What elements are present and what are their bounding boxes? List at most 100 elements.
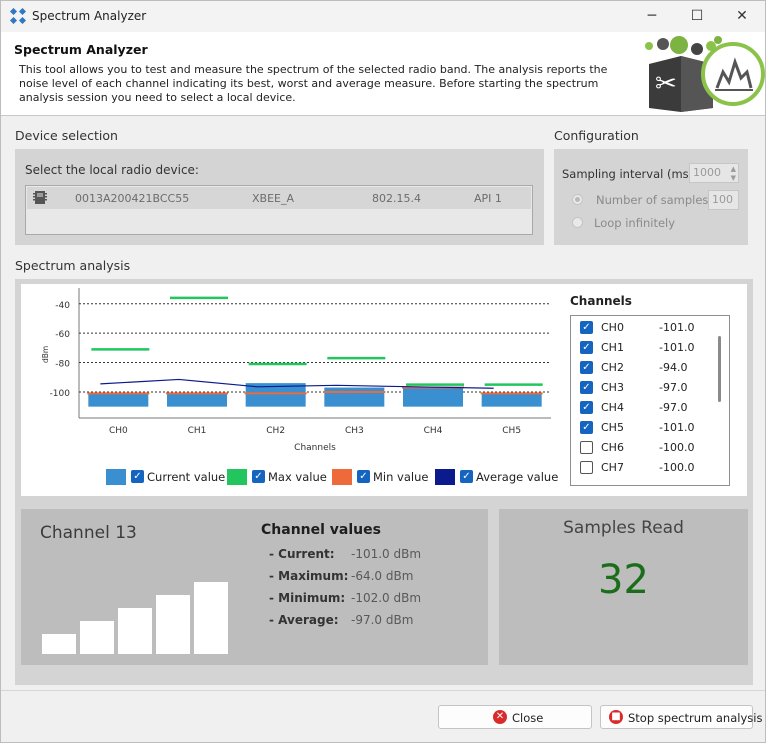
signal-bar-2 [80,621,114,654]
close-icon: ✕ [493,710,507,724]
current-label: - Current: [269,547,335,561]
x-tick-label: CH4 [424,426,443,436]
x-tick-label: CH1 [188,426,207,436]
channel-checkbox[interactable]: ✓ [580,361,593,374]
footer-separator [1,690,765,691]
channel-row-ch4[interactable]: ✓ CH4 -97.0 [580,398,720,418]
channel-row-ch6[interactable]: CH6 -100.0 [580,438,720,458]
legend-max-checkbox[interactable]: ✓ [252,470,265,483]
number-of-samples-value: 100 [712,193,733,206]
channel-name: CH0 [601,321,624,334]
legend-min: ✓ Min value [332,469,432,485]
number-of-samples-input[interactable]: 100 [708,190,739,210]
legend-current-label: Current value [147,470,226,484]
legend-current: ✓ Current value [106,469,225,485]
spin-down-icon[interactable]: ▼ [730,174,736,182]
y-tick-label: -100 [50,389,71,399]
legend-max: ✓ Max value [227,469,327,485]
x-tick-label: CH5 [502,426,521,436]
signal-bar-3 [118,608,152,654]
svg-text:✂: ✂ [655,69,677,99]
channel-name: CH5 [601,421,624,434]
channel-checkbox[interactable]: ✓ [580,321,593,334]
channel-value: -97.0 [659,401,688,414]
sampling-interval-input[interactable]: 1000 ▲ ▼ [689,163,739,183]
legend-average-label: Average value [476,470,559,484]
samples-count: 32 [598,557,649,603]
average-line [100,378,494,389]
y-tick-label: -40 [55,301,70,311]
average-value: -97.0 dBm [351,613,414,627]
device-selection-label: Device selection [15,128,118,143]
close-button-label: Close [512,711,544,725]
channels-list[interactable]: ✓ CH0 -101.0 ✓ CH1 -101.0 ✓ CH2 -94.0 ✓ CH3 -97.0 ✓ C… [570,315,730,486]
channel-name: CH1 [601,341,624,354]
channel-value: -100.0 [659,461,695,474]
maximize-button[interactable]: ☐ [690,8,704,24]
legend-current-checkbox[interactable]: ✓ [131,470,144,483]
channel-name: CH7 [601,461,624,474]
channels-scrollbar[interactable] [718,336,721,402]
bar-current-ch0 [88,393,149,407]
spectrum-logo-icon: ✂ [645,36,765,112]
channels-title: Channels [570,294,632,308]
channel-row-ch3[interactable]: ✓ CH3 -97.0 [580,378,720,398]
stop-spectrum-analysis-button[interactable]: ■ Stop spectrum analysis [600,705,762,729]
channel-name: CH6 [601,441,624,454]
channel-value: -94.0 [659,361,688,374]
channel-checkbox[interactable]: ✓ [580,421,593,434]
signal-bar-1 [42,634,76,654]
channel-row-ch0[interactable]: ✓ CH0 -101.0 [580,318,720,338]
channel-detail-panel: Channel 13 Channel values - Current: -10… [21,509,488,665]
channel-checkbox[interactable]: ✓ [580,341,593,354]
device-prompt: Select the local radio device: [25,163,199,177]
bar-current-ch3 [324,387,385,407]
window-title: Spectrum Analyzer [32,9,147,23]
stop-button-label: Stop spectrum analysis [628,711,763,725]
legend-max-label: Max value [268,470,327,484]
close-window-button[interactable]: ✕ [736,8,748,24]
y-tick-label: -60 [55,330,70,340]
legend-min-checkbox[interactable]: ✓ [357,470,370,483]
channel-name: CH4 [601,401,624,414]
channel-row-ch7[interactable]: CH7 -100.0 [580,458,720,478]
loop-infinitely-radio[interactable] [572,217,583,228]
device-list[interactable]: 0013A200421BCC55 XBEE_A 802.15.4 API 1 [25,185,533,235]
signal-bar-4 [156,595,190,654]
channel-detail-title: Channel 13 [40,523,137,543]
number-of-samples-radio[interactable] [572,194,583,205]
channel-row-ch1[interactable]: ✓ CH1 -101.0 [580,338,720,358]
legend-current-swatch [106,469,126,485]
spectrum-chart: -40 -60 -80 -100 dBm Channels CH0 CH1 CH2 CH3 CH4 C… [41,288,551,453]
legend-average-checkbox[interactable]: ✓ [460,470,473,483]
channel-row-ch2[interactable]: ✓ CH2 -94.0 [580,358,720,378]
x-tick-label: CH2 [266,426,285,436]
header-title: Spectrum Analyzer [14,42,148,57]
channel-row-ch5[interactable]: ✓ CH5 -101.0 [580,418,720,438]
x-axis-title: Channels [294,443,336,453]
maximum-label: - Maximum: [269,569,349,583]
y-axis-title: dBm [41,346,50,363]
minimize-button[interactable]: ─ [647,8,657,24]
spin-up-icon[interactable]: ▲ [730,165,736,173]
channel-checkbox[interactable] [580,441,593,454]
channel-checkbox[interactable]: ✓ [580,401,593,414]
number-of-samples-label: Number of samples: [596,193,713,207]
legend-max-swatch [227,469,247,485]
channel-checkbox[interactable]: ✓ [580,381,593,394]
device-row[interactable]: 0013A200421BCC55 XBEE_A 802.15.4 API 1 [27,187,531,209]
bar-current-ch5 [481,393,542,407]
channel-checkbox[interactable] [580,461,593,474]
device-address: 0013A200421BCC55 [75,192,190,205]
bar-current-ch2 [245,383,306,407]
x-tick-label: CH3 [345,426,364,436]
close-button[interactable]: ✕ Close [438,705,592,729]
spectrum-analysis-label: Spectrum analysis [15,258,131,273]
channel-name: CH2 [601,361,624,374]
signal-bar-5 [194,582,228,654]
xbee-device-icon [33,191,47,204]
legend-average: ✓ Average value [435,469,559,485]
channel-value: -101.0 [659,341,695,354]
stop-icon: ■ [609,710,623,724]
